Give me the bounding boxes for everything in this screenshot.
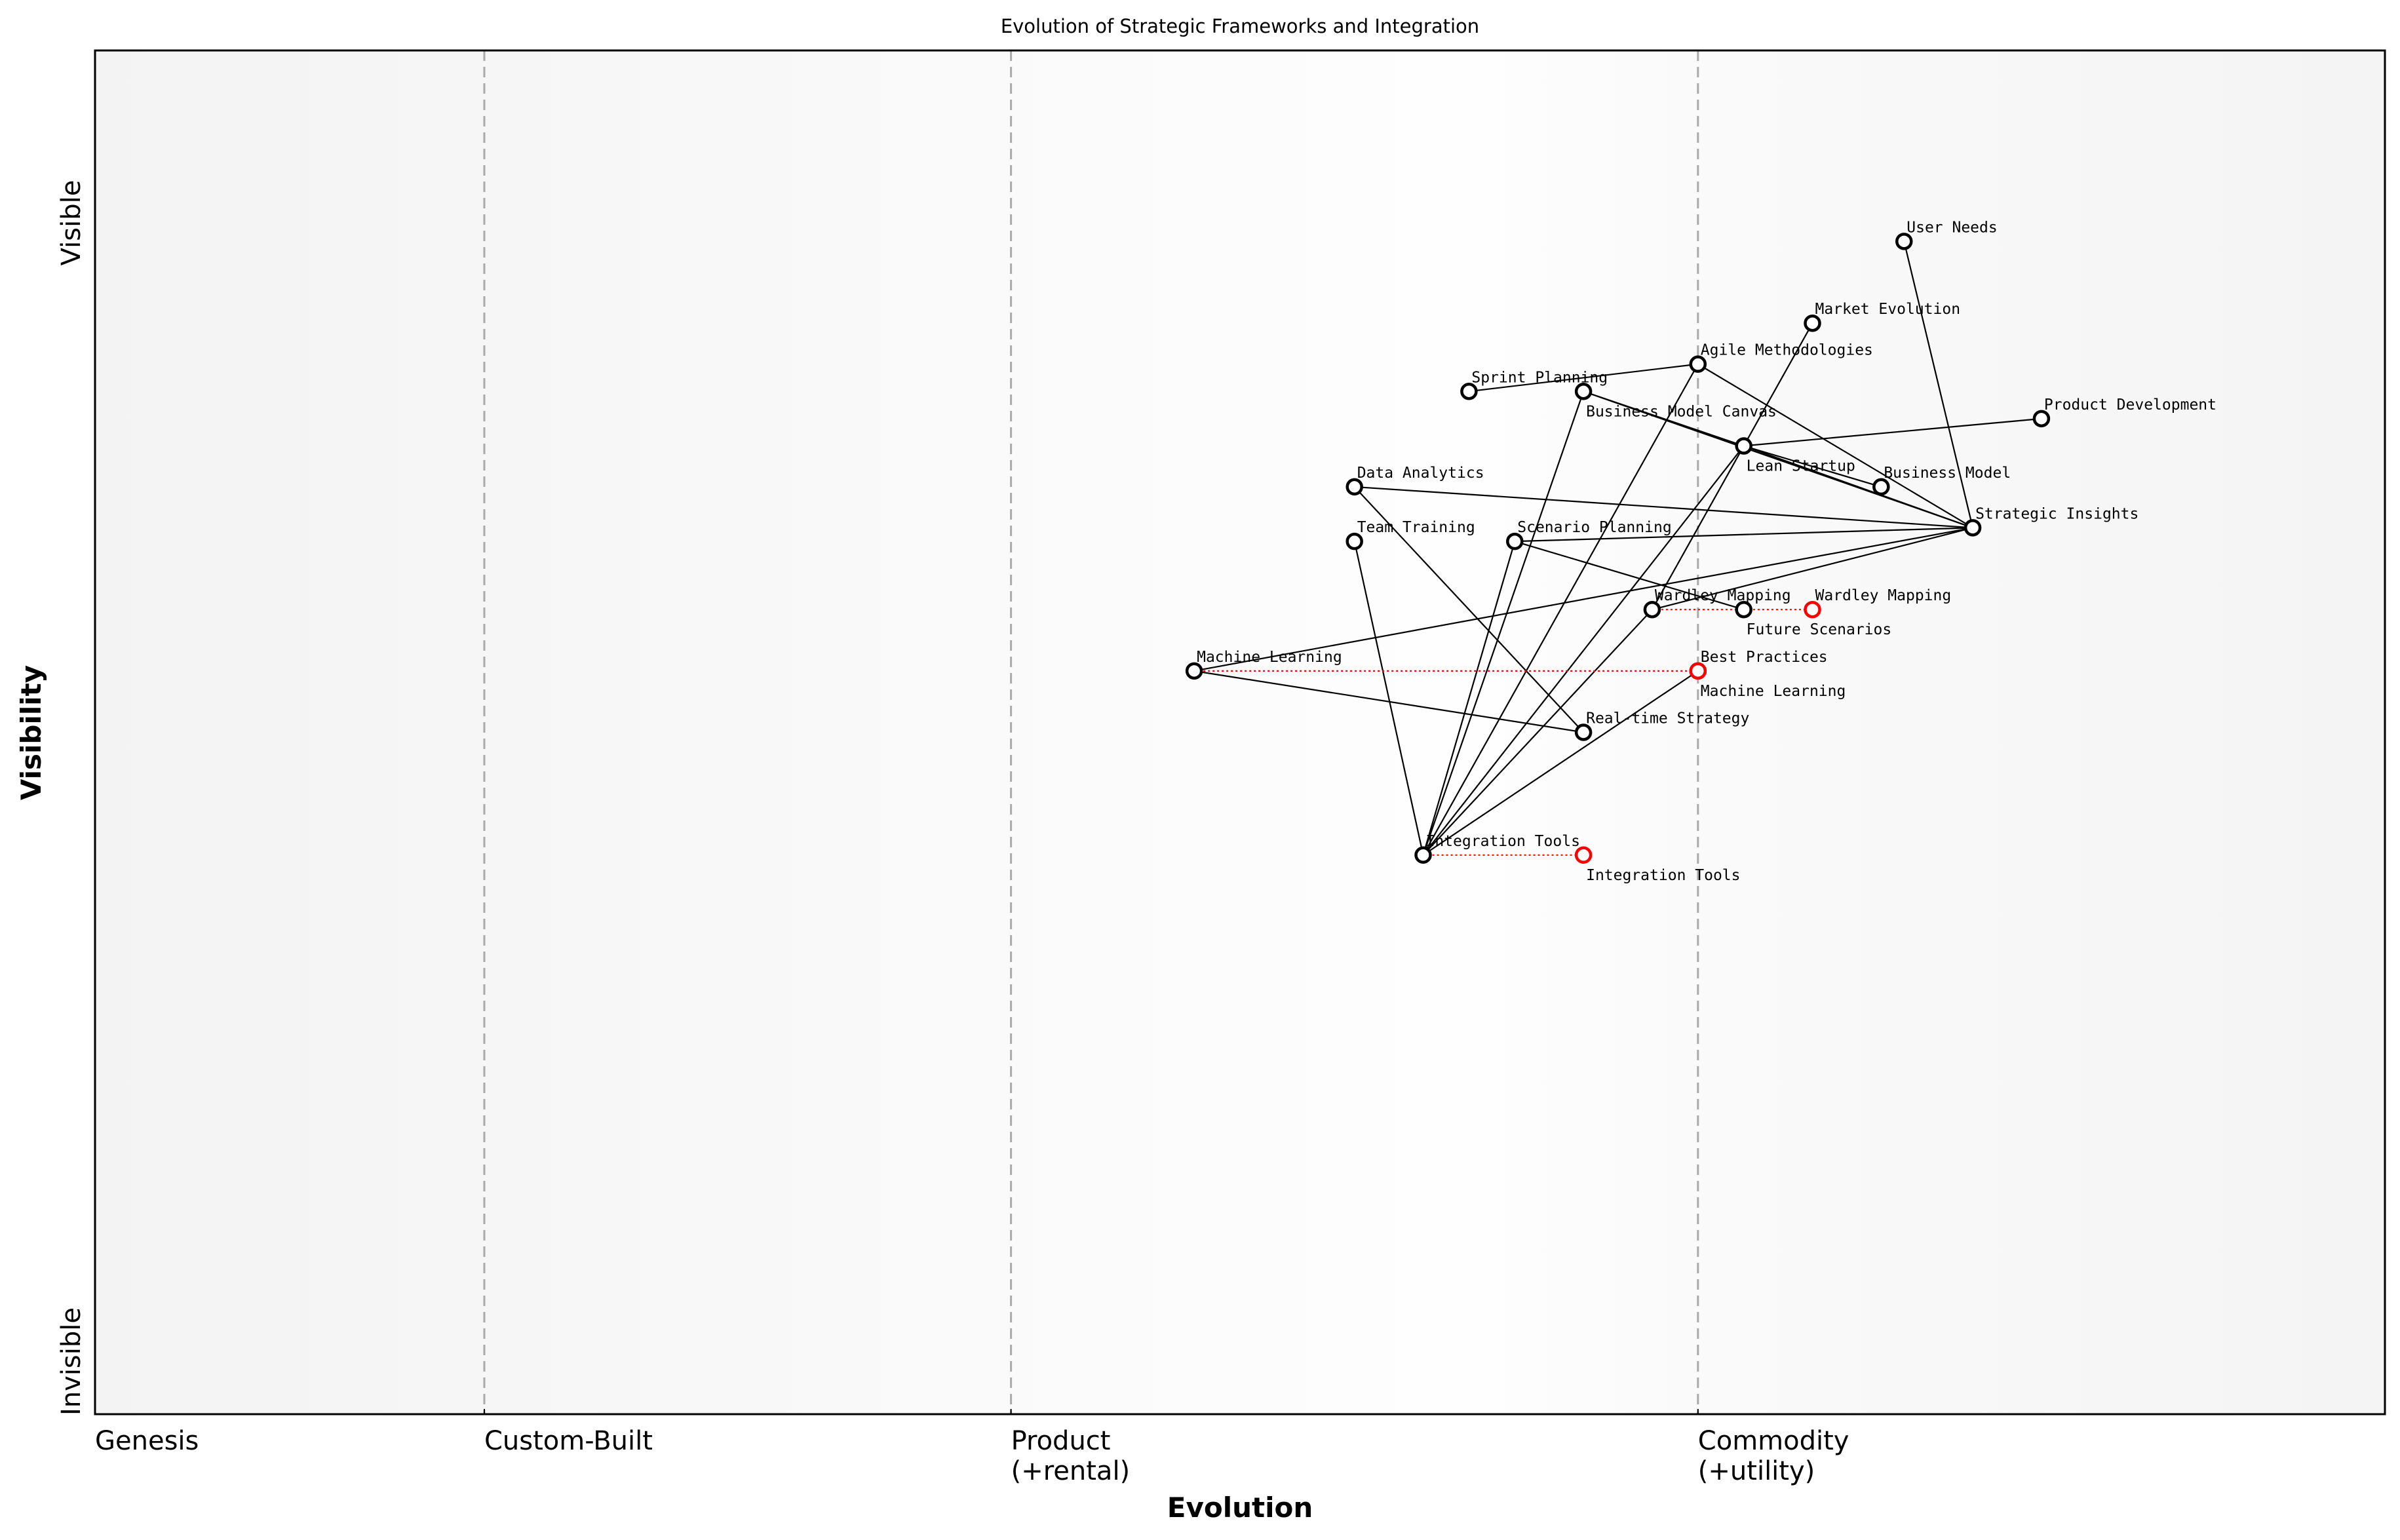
dependency-link [1422, 391, 1585, 856]
component-label: Real-time Strategy [1586, 710, 1749, 727]
component-node[interactable] [1643, 600, 1661, 619]
evolved-component-label: Wardley Mapping [1815, 587, 1952, 604]
component-label: Business Model [1884, 465, 2011, 482]
component-node[interactable] [2032, 410, 2051, 428]
y-axis-title: Visibility [15, 665, 47, 800]
component-label: Market Evolution [1815, 301, 1961, 318]
x-axis-title: Evolution [1167, 1492, 1313, 1524]
dependency-link [1652, 527, 1973, 611]
component-label: User Needs [1906, 219, 1997, 236]
component-label: Sprint Planning [1471, 369, 1608, 386]
component-label: Wardley Mapping [1655, 587, 1791, 604]
dependency-link [1422, 670, 1699, 856]
component-label: Lean Startup [1747, 457, 1855, 474]
component-node[interactable] [1574, 723, 1593, 741]
dependency-link [1515, 527, 1973, 543]
dependency-link [1514, 541, 1744, 611]
evolved-component-node[interactable] [1574, 846, 1593, 864]
component-label: Machine Learning [1197, 649, 1342, 666]
stage-label-line: Genesis [95, 1426, 199, 1456]
component-node[interactable] [1872, 478, 1890, 496]
component-label: Product Development [2044, 396, 2216, 414]
component-label: Scenario Planning [1517, 519, 1671, 536]
component-label: Team Training [1357, 519, 1475, 536]
dependency-link [1353, 541, 1424, 856]
dependency-link [1422, 609, 1653, 856]
dependency-link [1354, 486, 1973, 529]
stage-label-line: (+rental) [1011, 1456, 1131, 1486]
component-label: Agile Methodologies [1701, 342, 1873, 359]
component-node[interactable] [1460, 383, 1478, 400]
component-node[interactable] [1964, 519, 1982, 537]
y-visible-label: Visible [56, 180, 87, 266]
dependency-link [1743, 445, 1882, 488]
dependency-link [1743, 445, 1973, 529]
dependency-link [1353, 486, 1584, 733]
component-node[interactable] [1804, 314, 1821, 332]
component-node[interactable] [1735, 437, 1752, 455]
plot-background [95, 50, 2385, 1414]
component-node[interactable] [1506, 532, 1524, 550]
stage-label: Commodity (+utility) [1698, 1426, 1849, 1486]
component-label: Business Model Canvas [1586, 403, 1777, 420]
component-label: Integration Tools [1426, 833, 1580, 850]
evolved-component-node[interactable] [1804, 600, 1821, 619]
y-invisible-label: Invisible [56, 1307, 87, 1415]
dependency-link [1903, 241, 1974, 528]
component-node[interactable] [1574, 383, 1593, 400]
stage-label-line: Product [1011, 1426, 1111, 1456]
component-node[interactable] [1345, 532, 1363, 550]
component-node[interactable] [1414, 846, 1432, 864]
stage-label: Custom-Built [484, 1426, 653, 1456]
component-label: Data Analytics [1357, 465, 1484, 482]
stage-label: Product (+rental) [1011, 1426, 1131, 1486]
plot-frame [94, 49, 2386, 1415]
component-label: Strategic Insights [1975, 505, 2139, 522]
component-label: Future Scenarios [1747, 621, 1892, 638]
dependency-link [1743, 417, 2042, 447]
dependency-link [1697, 363, 1973, 529]
evolved-component-label: Machine Learning [1701, 683, 1846, 700]
dependency-link [1422, 541, 1516, 856]
evolved-component-label: Integration Tools [1586, 867, 1740, 884]
component-label: Best Practices [1701, 649, 1828, 666]
stage-label-line: Custom-Built [484, 1426, 653, 1456]
stage-label-line: Commodity [1698, 1426, 1849, 1456]
component-node[interactable] [1735, 600, 1752, 619]
component-node[interactable] [1689, 355, 1707, 373]
dependency-link [1651, 322, 1813, 610]
stage-label: Genesis [95, 1426, 199, 1456]
dependency-link [1469, 363, 1698, 393]
dependency-link [1422, 364, 1699, 856]
stage-label-line: (+utility) [1698, 1456, 1815, 1486]
component-node[interactable] [1345, 478, 1363, 496]
component-node[interactable] [1185, 662, 1203, 680]
dependency-link [1193, 527, 1973, 672]
map-title: Evolution of Strategic Frameworks and In… [1001, 15, 1479, 37]
component-node[interactable] [1895, 233, 1913, 250]
dependency-link [1193, 670, 1584, 733]
evolved-component-node[interactable] [1689, 662, 1707, 680]
dependency-link [1422, 445, 1745, 856]
